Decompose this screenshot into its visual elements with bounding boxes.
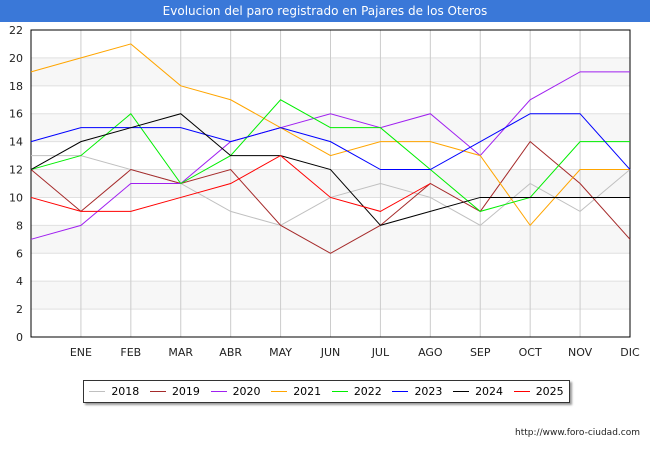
x-tick-label: JUN <box>320 346 341 359</box>
legend-label: 2018 <box>111 385 140 398</box>
y-tick-label: 14 <box>9 136 23 149</box>
legend-swatch <box>149 391 166 392</box>
chart-title: Evolucion del paro registrado en Pajares… <box>0 0 650 22</box>
legend-item-2025: 2025 <box>513 385 564 398</box>
plot-border <box>30 29 631 338</box>
y-tick-label: 8 <box>16 219 23 232</box>
legend-swatch <box>89 391 106 392</box>
source-url: http://www.foro-ciudad.com <box>515 428 640 438</box>
series-line-2021 <box>30 43 630 227</box>
x-tick-label: OCT <box>519 346 542 359</box>
legend-swatch <box>331 391 348 392</box>
x-tick-label: JUL <box>371 346 390 359</box>
y-tick-label: 16 <box>9 108 23 121</box>
y-tick-label: 20 <box>9 52 23 65</box>
y-tick-label: 12 <box>9 164 23 177</box>
legend-item-2018: 2018 <box>89 385 139 398</box>
series-line-2025 <box>30 154 431 212</box>
legend-swatch <box>453 391 470 392</box>
legend: 2018 2019 2020 2021 2022 2023 2024 2025 <box>83 380 570 403</box>
legend-label: 2025 <box>535 385 564 398</box>
x-tick-label: NOV <box>568 346 593 359</box>
y-tick-label: 0 <box>16 331 23 344</box>
x-tick-label: AGO <box>418 346 443 359</box>
x-tick-label: ABR <box>219 346 242 359</box>
y-tick-label: 22 <box>9 24 23 37</box>
y-tick-label: 6 <box>16 247 23 260</box>
x-tick-label: DIC <box>620 346 640 359</box>
legend-label: 2020 <box>232 385 261 398</box>
legend-label: 2022 <box>353 385 382 398</box>
legend-item-2020: 2020 <box>210 385 261 398</box>
legend-swatch <box>392 391 409 392</box>
y-tick-label: 2 <box>16 303 23 316</box>
x-tick-label: ENE <box>70 346 92 359</box>
x-tick-label: MAY <box>269 346 292 359</box>
legend-item-2019: 2019 <box>149 385 200 398</box>
x-tick-label: MAR <box>168 346 193 359</box>
legend-label: 2023 <box>414 385 443 398</box>
legend-label: 2021 <box>293 385 322 398</box>
series-line-2019 <box>30 140 631 254</box>
y-tick-label: 10 <box>9 191 23 204</box>
legend-swatch <box>513 391 530 392</box>
x-tick-label: FEB <box>120 346 141 359</box>
legend-label: 2019 <box>171 385 200 398</box>
legend-swatch <box>271 391 288 392</box>
y-tick-label: 4 <box>16 275 23 288</box>
legend-item-2023: 2023 <box>392 385 442 398</box>
legend-swatch <box>210 391 227 392</box>
legend-item-2024: 2024 <box>453 385 503 398</box>
series-line-2020 <box>30 71 630 240</box>
y-tick-label: 18 <box>9 80 23 93</box>
series-line-2024 <box>30 113 630 226</box>
x-tick-label: SEP <box>470 346 491 359</box>
legend-label: 2024 <box>475 385 504 398</box>
legend-item-2022: 2022 <box>331 385 382 398</box>
legend-item-2021: 2021 <box>271 385 321 398</box>
